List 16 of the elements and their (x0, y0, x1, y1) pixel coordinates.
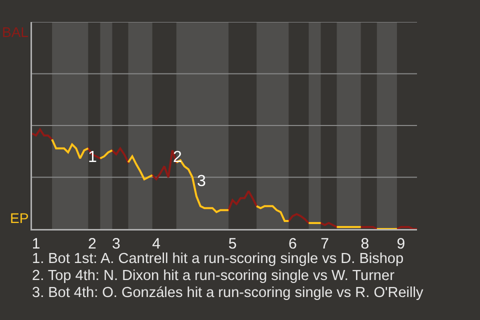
x-tick-label: 3 (112, 236, 120, 252)
x-tick-label: 9 (396, 236, 406, 252)
x-tick-label: 1 (32, 236, 40, 252)
x-tick-label: 5 (228, 236, 237, 252)
annotation: 1 (88, 149, 97, 166)
text: EP (10, 210, 29, 226)
x-tick-label: 2 (88, 236, 96, 252)
x-tick-label: 4 (152, 236, 160, 252)
text: BAL (2, 24, 29, 40)
annotation: 3 (197, 173, 206, 190)
text: 3. Bot 4th: O. Gonzáles hit a run-scoring single vs R. O'Reilly (32, 285, 424, 301)
x-tick-label: 7 (320, 236, 329, 252)
x-tick-label: 6 (288, 236, 297, 252)
x-tick-label: 8 (360, 236, 370, 252)
text: 2. Top 4th: N. Dixon hit a run-scoring single vs W. Turner (32, 268, 395, 284)
text: 1. Bot 1st: A. Cantrell hit a run-scoring single vs D. Bishop (32, 251, 404, 267)
